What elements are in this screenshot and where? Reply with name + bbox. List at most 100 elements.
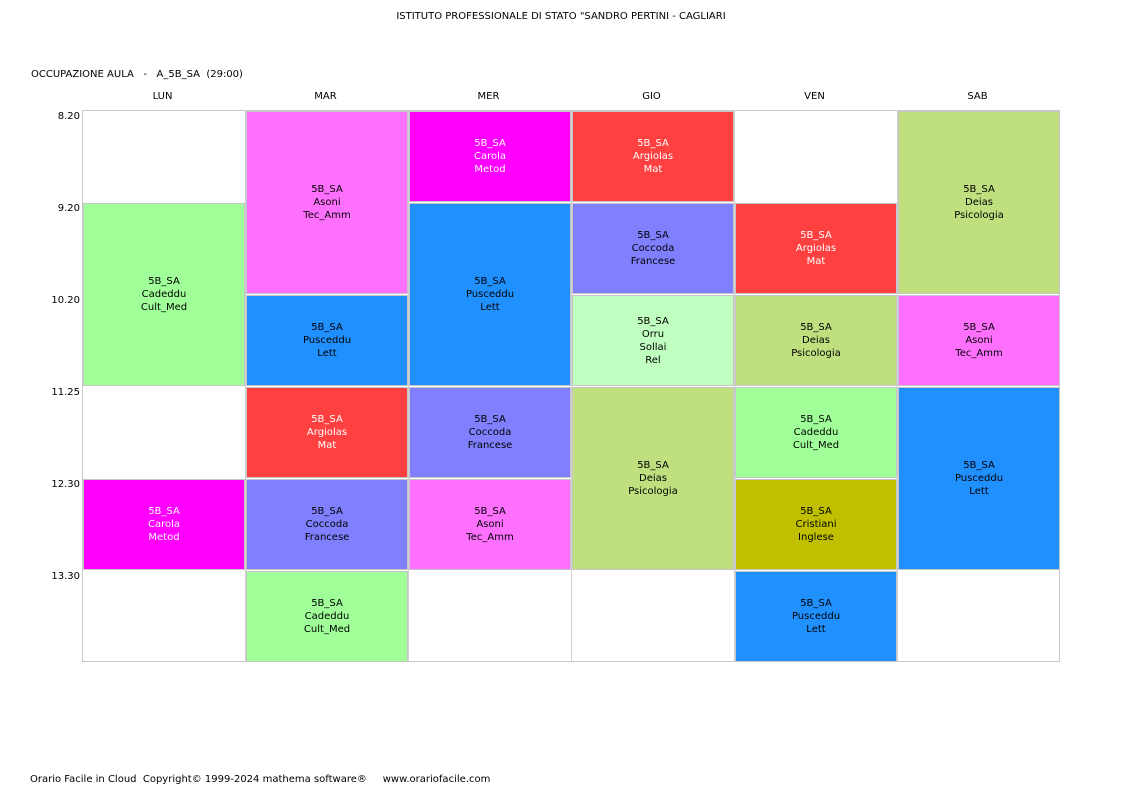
lesson-teacher: Coccoda [631,243,675,254]
lesson-block[interactable]: 5B_SA Cadeddu Cult_Med [246,571,408,662]
lesson-subject: Metod [474,164,506,175]
column-divider [734,110,735,662]
lesson-block[interactable]: 5B_SA Deias Psicologia [735,295,897,386]
lesson-class: 5B_SA [800,506,832,517]
lesson-subject: Tec_Amm [955,348,1003,359]
lesson-teacher: Pusceddu [791,611,841,622]
lesson-subject: Lett [969,486,989,497]
lesson-class: 5B_SA [800,598,832,609]
lesson-subject: Lett [317,348,337,359]
lesson-block[interactable]: 5B_SA Carola Metod [83,479,245,570]
lesson-teacher: Deias [802,335,830,346]
lesson-class: 5B_SA [963,322,995,333]
lesson-class: 5B_SA [474,276,506,287]
lesson-teacher: Cadeddu [141,289,187,300]
lesson-subject: Psicologia [791,348,841,359]
lesson-block[interactable]: 5B_SA Asoni Tec_Amm [898,295,1060,386]
lesson-block[interactable]: 5B_SA Pusceddu Lett [735,571,897,662]
lesson-teacher: Coccoda [305,519,349,530]
lesson-class: 5B_SA [800,414,832,425]
school-title: ISTITUTO PROFESSIONALE DI STATO "SANDRO … [396,11,726,22]
lesson-class: 5B_SA [474,506,506,517]
lesson-block[interactable]: 5B_SA Pusceddu Lett [409,203,571,386]
lesson-block[interactable]: 5B_SA Cadeddu Cult_Med [735,387,897,478]
lesson-teacher: Carola [473,151,507,162]
lesson-block[interactable]: 5B_SA Cristiani Inglese [735,479,897,570]
lesson-subject: Rel [645,354,661,366]
lesson-class: 5B_SA [311,506,343,517]
lesson-class: 5B_SA [311,598,343,609]
lesson-class: 5B_SA [311,322,343,333]
lesson-block[interactable]: 5B_SA Coccoda Francese [409,387,571,478]
lesson-block[interactable]: 5B_SA Asoni Tec_Amm [246,111,408,294]
lesson-teacher: Deias [965,197,993,208]
lesson-block[interactable]: 5B_SA Pusceddu Lett [898,387,1060,570]
lesson-subject: Mat [643,164,663,175]
day-header-ven: VEN [804,91,825,102]
lesson-subject: Lett [806,624,826,635]
lesson-subject: Psicologia [628,486,678,497]
lesson-subject: Mat [317,440,337,451]
lesson-teacher: Cadeddu [793,427,839,438]
day-header-mer: MER [477,91,500,102]
lesson-teacher: Argiolas [795,243,837,254]
lesson-class: 5B_SA [800,322,832,333]
lesson-class: 5B_SA [148,506,180,517]
lesson-teacher: Pusceddu [465,289,515,300]
lesson-teacher: Argiolas [632,151,674,162]
lesson-subject: Mat [806,256,826,267]
time-label: 12.30 [51,479,80,490]
time-label: 8.20 [57,111,80,122]
lesson-class: 5B_SA [963,184,995,195]
day-header-sab: SAB [967,91,988,102]
lesson-teacher: Asoni [313,197,341,208]
lesson-block[interactable]: 5B_SA Argiolas Mat [735,203,897,294]
lesson-class: 5B_SA [637,315,669,327]
lesson-class: 5B_SA [637,460,669,471]
footer-copyright: Orario Facile in Cloud Copyright© 1999-2… [30,774,491,785]
lesson-subject: Francese [630,256,676,267]
column-divider [408,110,409,662]
lesson-block[interactable]: 5B_SA Coccoda Francese [572,203,734,294]
time-label: 9.20 [57,203,80,214]
column-divider [897,110,898,662]
lesson-block[interactable]: 5B_SA Deias Psicologia [572,387,734,570]
lesson-subject: Cult_Med [792,440,840,451]
lesson-teacher: Deias [639,473,667,484]
time-label: 11.25 [51,387,80,398]
lesson-class: 5B_SA [474,414,506,425]
lesson-class: 5B_SA [637,230,669,241]
lesson-class: 5B_SA [311,184,343,195]
lesson-teacher: Coccoda [468,427,512,438]
lesson-class: 5B_SA [474,138,506,149]
lesson-block[interactable]: 5B_SA Argiolas Mat [246,387,408,478]
lesson-block[interactable]: 5B_SA Deias Psicologia [898,111,1060,294]
lesson-class: 5B_SA [963,460,995,471]
lesson-subject: Cult_Med [140,302,188,313]
day-header-lun: LUN [152,91,173,102]
lesson-subject: Cult_Med [303,624,351,635]
time-label: 13.30 [51,571,80,582]
room-occupancy-title: OCCUPAZIONE AULA - A_5B_SA (29:00) [31,69,243,80]
lesson-teacher: Cristiani [795,519,837,530]
lesson-block[interactable]: 5B_SA Carola Metod [409,111,571,202]
lesson-teacher: Argiolas [306,427,348,438]
column-divider [571,110,572,662]
lesson-block[interactable]: 5B_SA Coccoda Francese [246,479,408,570]
lesson-teacher: Pusceddu [302,335,352,346]
lesson-teacher: Carola [147,519,181,530]
lesson-subject: Metod [148,532,180,543]
day-header-gio: GIO [642,91,661,102]
lesson-block[interactable]: 5B_SA Asoni Tec_Amm [409,479,571,570]
lesson-block[interactable]: 5B_SA Pusceddu Lett [246,295,408,386]
time-label: 10.20 [51,295,80,306]
lesson-block[interactable]: 5B_SA Cadeddu Cult_Med [83,203,245,386]
lesson-block[interactable]: 5B_SA Argiolas Mat [572,111,734,202]
column-divider [245,110,246,662]
lesson-block[interactable]: 5B_SA Orru Sollai Rel [572,295,734,386]
lesson-subject: Inglese [798,532,834,543]
lesson-class: 5B_SA [637,138,669,149]
lesson-class: 5B_SA [148,276,180,287]
lesson-subject: Lett [480,302,500,313]
lesson-teacher: Orru [641,328,665,340]
